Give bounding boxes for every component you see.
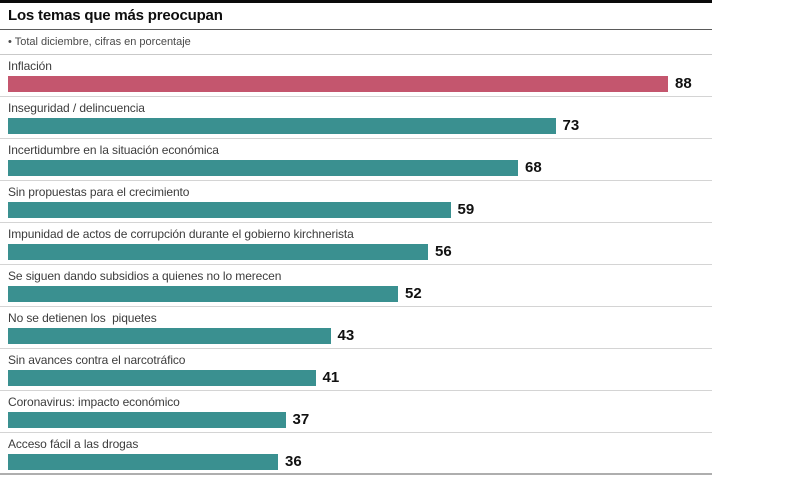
bar-line: 43: [8, 328, 712, 344]
bar-line: 68: [8, 160, 712, 176]
bar-row: Sin propuestas para el crecimiento 59: [0, 181, 712, 223]
bar: [8, 454, 278, 470]
bar-line: 52: [8, 286, 712, 302]
bar-label: Acceso fácil a las drogas: [8, 437, 139, 451]
bar-line: 73: [8, 118, 712, 134]
bar-value: 36: [285, 453, 302, 470]
bar: [8, 76, 668, 92]
bar: [8, 160, 518, 176]
bar-line: 36: [8, 454, 712, 470]
bar-label: Impunidad de actos de corrupción durante…: [8, 227, 354, 241]
bar-value: 59: [457, 201, 475, 218]
bar-value: 43: [337, 327, 355, 344]
bar: [8, 328, 331, 344]
bar-row: No se detienen los piquetes 43: [0, 307, 712, 349]
bar-value: 37: [292, 411, 310, 428]
bar-value: 56: [435, 243, 452, 260]
bar-label: Inflación: [8, 59, 52, 73]
bar-label: Inseguridad / delincuencia: [8, 101, 145, 115]
bar-row: Incertidumbre en la situación económica …: [0, 139, 712, 181]
bar-value: 88: [675, 75, 692, 92]
bar-row: Coronavirus: impacto económico 37: [0, 391, 712, 433]
title-rule: [0, 29, 712, 30]
bar-row: Impunidad de actos de corrupción durante…: [0, 223, 712, 265]
bar-row: Acceso fácil a las drogas 36: [0, 433, 712, 475]
bar: [8, 244, 428, 260]
chart-title: Los temas que más preocupan: [8, 7, 223, 24]
bar-label: No se detienen los piquetes: [8, 311, 157, 325]
bar-line: 59: [8, 202, 712, 218]
bar-label: Sin avances contra el narcotráfico: [8, 353, 186, 367]
bar-line: 37: [8, 412, 712, 428]
bar-value: 73: [562, 117, 580, 134]
bar: [8, 118, 556, 134]
bar-line: 41: [8, 370, 712, 386]
bar: [8, 412, 286, 428]
bar-line: 56: [8, 244, 712, 260]
bar-label: Incertidumbre en la situación económica: [8, 143, 219, 157]
bar: [8, 286, 398, 302]
bar-row: Inseguridad / delincuencia 73: [0, 97, 712, 139]
bar-value: 52: [405, 285, 422, 302]
bar-line: 88: [8, 76, 712, 92]
top-rule: [0, 0, 712, 3]
subtitle-rule: [0, 54, 712, 55]
bar-label: Se siguen dando subsidios a quienes no l…: [8, 269, 282, 283]
bar-rows: Inflación 88 Inseguridad / delincuencia …: [0, 55, 712, 475]
bar: [8, 202, 451, 218]
bar-value: 41: [322, 369, 340, 386]
bar-label: Sin propuestas para el crecimiento: [8, 185, 190, 199]
bar-value: 68: [525, 159, 542, 176]
bar-row: Inflación 88: [0, 55, 712, 97]
bar-chart: Los temas que más preocupan • Total dici…: [0, 0, 712, 475]
bar: [8, 370, 316, 386]
bar-label: Coronavirus: impacto económico: [8, 395, 180, 409]
bar-row: Se siguen dando subsidios a quienes no l…: [0, 265, 712, 307]
bar-row: Sin avances contra el narcotráfico 41: [0, 349, 712, 391]
chart-subtitle: • Total diciembre, cifras en porcentaje: [8, 36, 191, 48]
